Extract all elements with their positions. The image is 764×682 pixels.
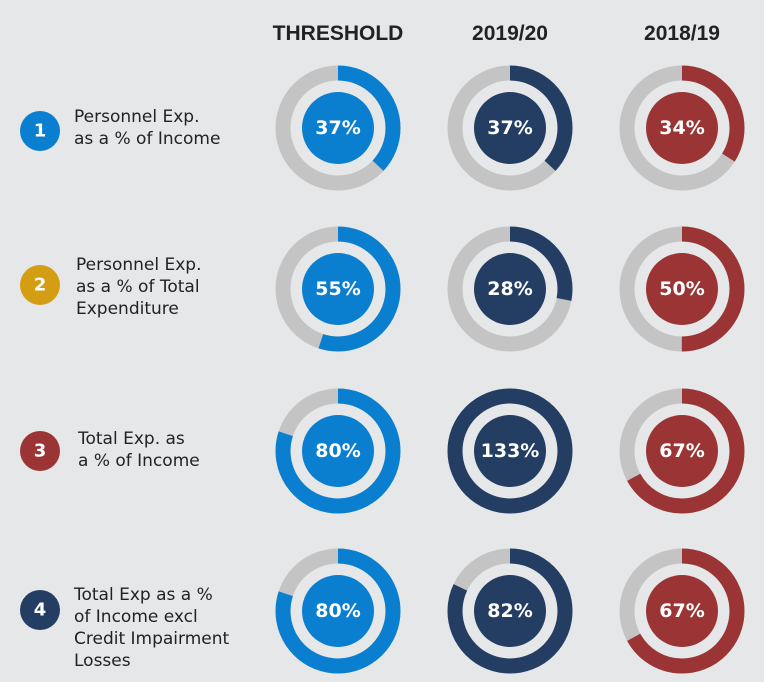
row-number: 3 (34, 441, 47, 462)
row-badge (20, 431, 60, 471)
donut-arc (447, 65, 573, 191)
donut-arc (619, 226, 745, 352)
donut-arc (447, 548, 573, 674)
donut-arc (275, 548, 401, 674)
row-number: 4 (34, 600, 47, 621)
row-label: Total Exp. as a % of Income (78, 429, 200, 471)
donut-center (302, 415, 374, 487)
donut-center (474, 575, 546, 647)
donut-arc (619, 548, 745, 674)
value-label: 37% (315, 117, 360, 139)
donut-center (302, 575, 374, 647)
donut-arc (619, 388, 745, 514)
value-label: 34% (659, 117, 704, 139)
donut-arc (275, 226, 401, 352)
column-header: THRESHOLD (273, 22, 404, 45)
donut-center (646, 415, 718, 487)
row-label: Personnel Exp. as a % of Total Expenditu… (76, 255, 202, 319)
row-number: 1 (34, 121, 47, 142)
value-label: 80% (315, 440, 360, 462)
donut-center (646, 575, 718, 647)
row-label: Personnel Exp. as a % of Income (74, 107, 221, 149)
value-label: 50% (659, 278, 704, 300)
donut-center (646, 92, 718, 164)
row-label: Total Exp as a % of Income excl Credit I… (74, 585, 230, 671)
donut-center (474, 253, 546, 325)
donut-arc (275, 65, 401, 191)
donut-center (474, 415, 546, 487)
row-badge (20, 590, 60, 630)
donut-arc (447, 226, 573, 352)
value-label: 67% (659, 440, 704, 462)
value-label: 37% (487, 117, 532, 139)
value-label: 82% (487, 600, 532, 622)
donut-arc (275, 388, 401, 514)
value-label: 28% (487, 278, 532, 300)
column-header: 2019/20 (472, 22, 548, 45)
donut-arc (447, 388, 573, 514)
row-badge (20, 111, 60, 151)
donut-center (474, 92, 546, 164)
value-label: 80% (315, 600, 360, 622)
value-label: 133% (481, 440, 540, 462)
row-number: 2 (34, 275, 47, 296)
row-badge (20, 265, 60, 305)
donut-center (302, 92, 374, 164)
value-label: 55% (315, 278, 360, 300)
value-label: 67% (659, 600, 704, 622)
column-header: 2018/19 (644, 22, 720, 45)
donut-arc (619, 65, 745, 191)
donut-center (302, 253, 374, 325)
donut-center (646, 253, 718, 325)
